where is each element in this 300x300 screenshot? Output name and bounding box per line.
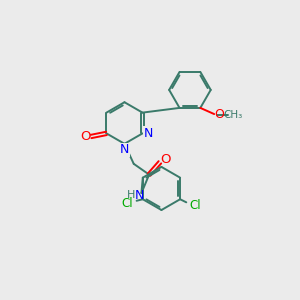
- Text: H: H: [127, 190, 136, 200]
- Text: N: N: [134, 189, 144, 202]
- Text: O: O: [214, 108, 224, 121]
- Text: O: O: [80, 130, 91, 143]
- Text: O: O: [160, 154, 171, 166]
- Text: CH₃: CH₃: [223, 110, 242, 120]
- Text: N: N: [144, 127, 153, 140]
- Text: N: N: [120, 143, 129, 157]
- Text: Cl: Cl: [122, 197, 133, 210]
- Text: Cl: Cl: [190, 199, 201, 212]
